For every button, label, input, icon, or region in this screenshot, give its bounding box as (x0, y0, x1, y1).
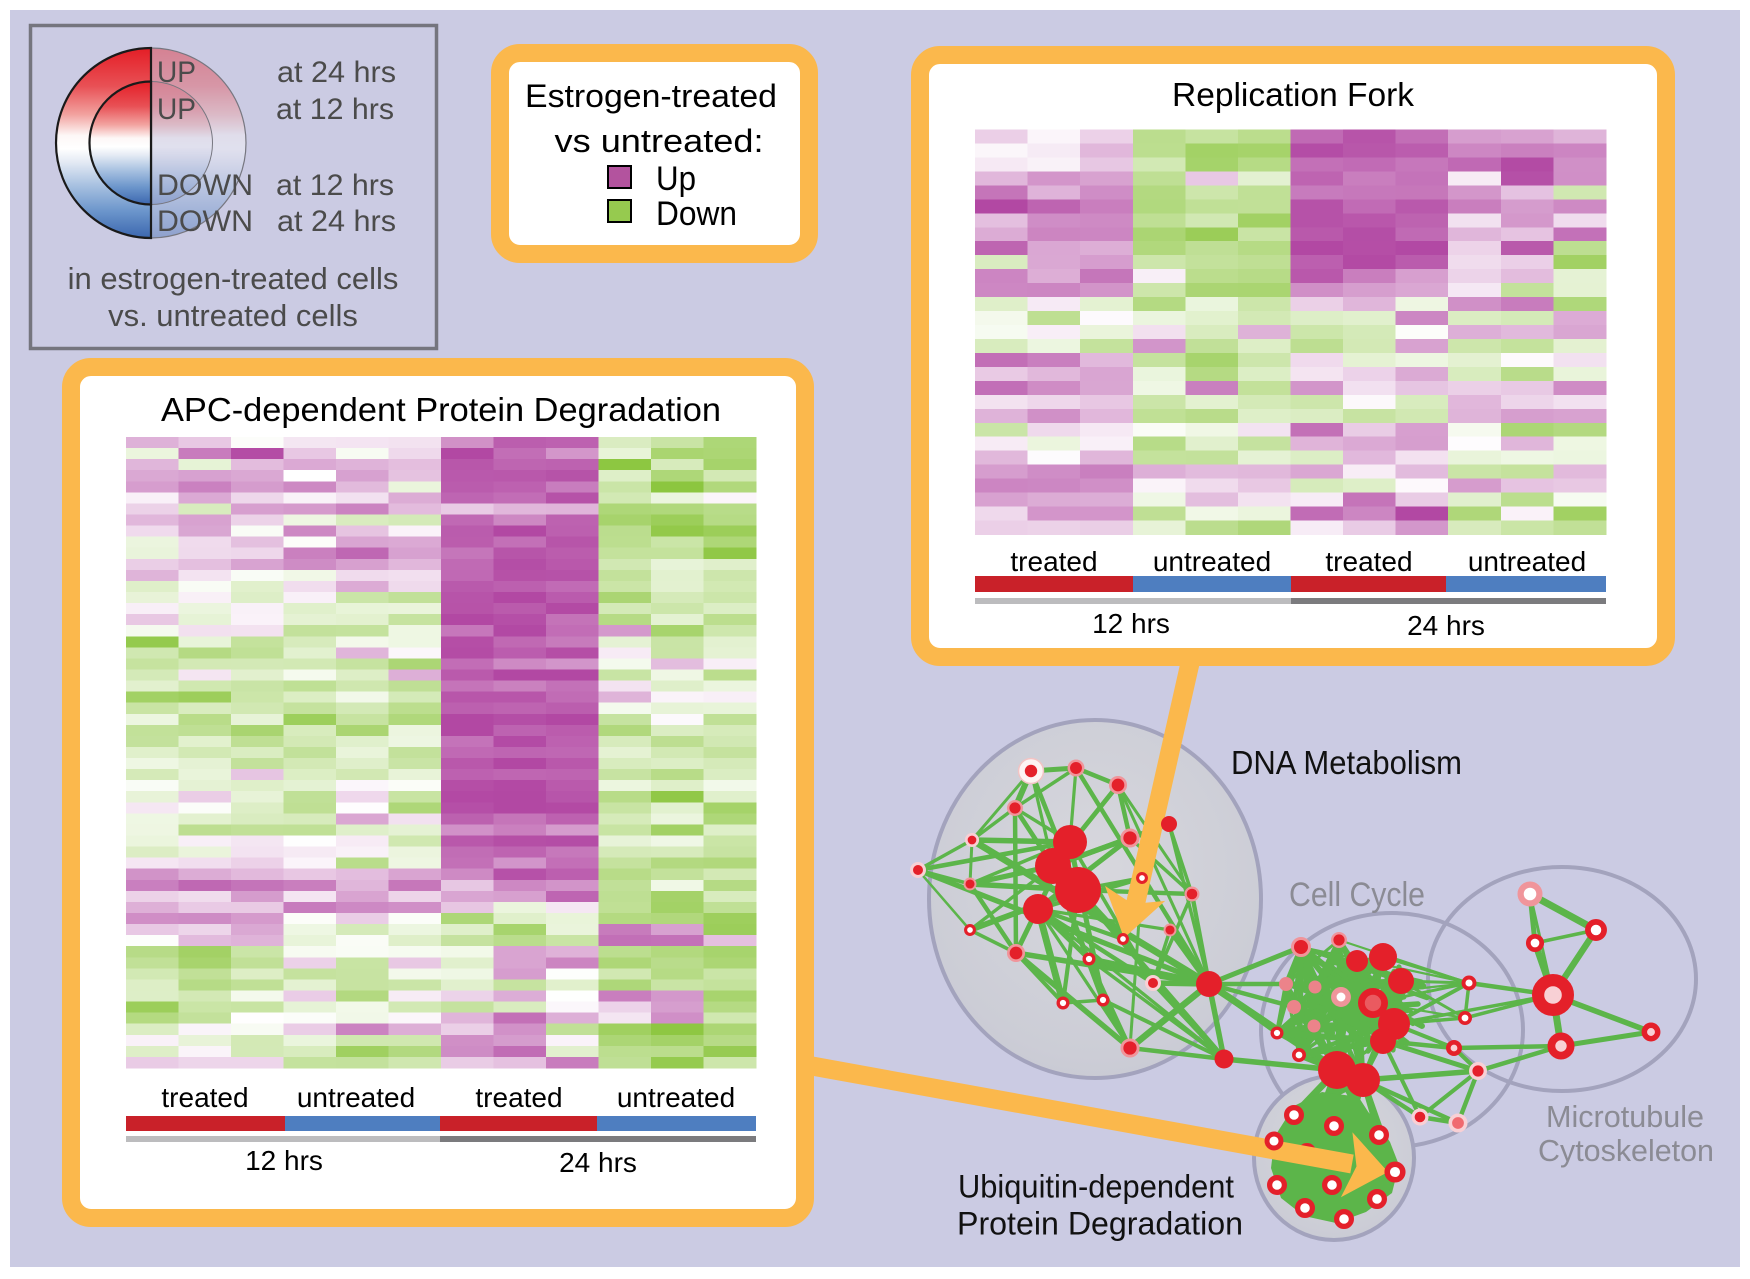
svg-text:at 12 hrs: at 12 hrs (276, 93, 394, 126)
svg-text:UP: UP (157, 93, 196, 126)
svg-text:Estrogen-treated: Estrogen-treated (525, 78, 777, 114)
svg-text:12 hrs: 12 hrs (1092, 608, 1170, 639)
svg-text:Replication Fork: Replication Fork (1172, 77, 1414, 114)
svg-text:Cell Cycle: Cell Cycle (1289, 876, 1425, 914)
svg-text:DOWN: DOWN (157, 205, 253, 238)
svg-text:12 hrs: 12 hrs (245, 1145, 323, 1176)
svg-text:24 hrs: 24 hrs (559, 1147, 637, 1178)
svg-text:APC-dependent Protein Degradat: APC-dependent Protein Degradation (161, 392, 721, 429)
svg-text:at 24 hrs: at 24 hrs (277, 205, 396, 238)
svg-text:treated: treated (161, 1082, 248, 1113)
svg-text:vs. untreated cells: vs. untreated cells (108, 298, 358, 333)
svg-text:DOWN: DOWN (157, 169, 253, 202)
svg-text:at 12 hrs: at 12 hrs (276, 169, 394, 202)
svg-text:treated: treated (1010, 546, 1097, 577)
svg-text:untreated: untreated (1153, 546, 1271, 577)
svg-text:Protein Degradation: Protein Degradation (957, 1206, 1243, 1242)
svg-text:at 24 hrs: at 24 hrs (277, 56, 396, 89)
svg-text:Ubiquitin-dependent: Ubiquitin-dependent (958, 1169, 1234, 1205)
svg-text:in estrogen-treated cells: in estrogen-treated cells (68, 261, 399, 296)
svg-text:untreated: untreated (617, 1082, 735, 1113)
svg-text:Cytoskeleton: Cytoskeleton (1538, 1134, 1714, 1168)
svg-text:Microtubule: Microtubule (1546, 1099, 1704, 1134)
svg-text:UP: UP (157, 56, 196, 89)
svg-text:treated: treated (1325, 546, 1412, 577)
svg-text:untreated: untreated (1468, 546, 1586, 577)
svg-text:Down: Down (656, 195, 737, 233)
svg-text:untreated: untreated (297, 1082, 415, 1113)
svg-text:DNA Metabolism: DNA Metabolism (1231, 745, 1462, 782)
svg-text:vs untreated:: vs untreated: (555, 123, 764, 159)
svg-text:Up: Up (656, 160, 696, 198)
svg-text:treated: treated (475, 1082, 562, 1113)
svg-text:24 hrs: 24 hrs (1407, 610, 1485, 641)
